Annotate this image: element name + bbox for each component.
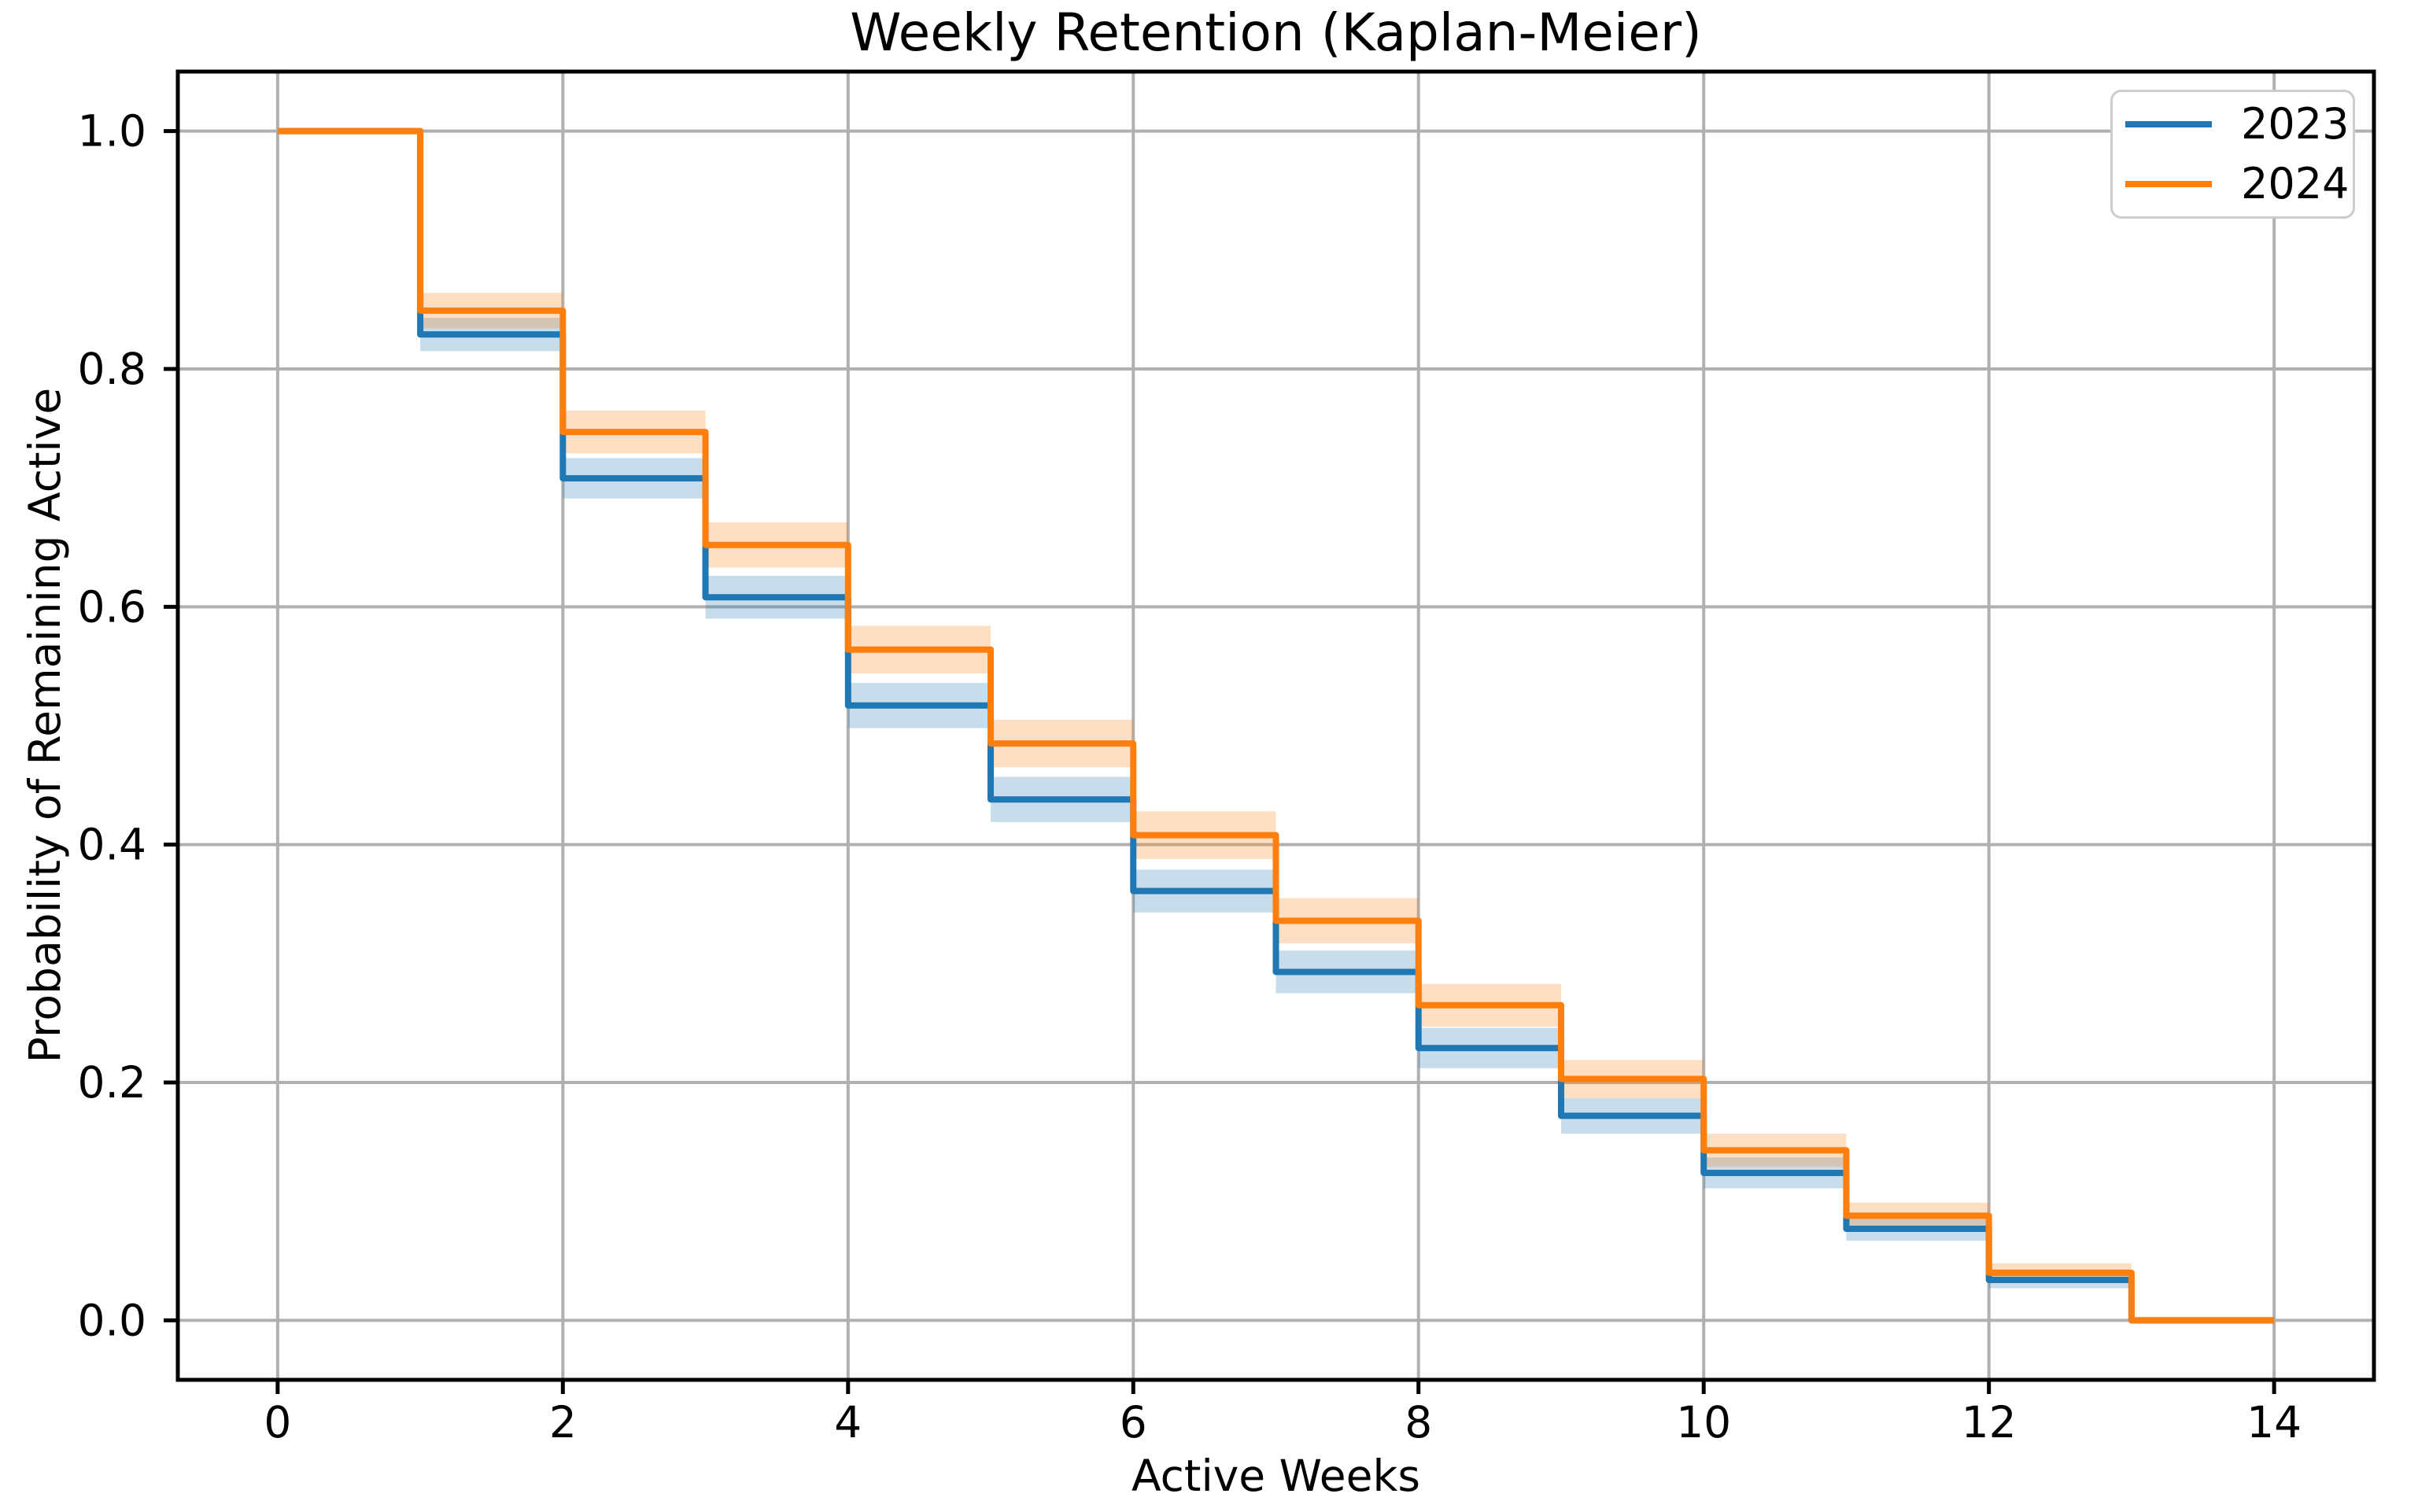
legend-swatch-2024 xyxy=(2125,181,2212,187)
confidence-band-2023 xyxy=(420,317,2132,1289)
x-tick-label: 10 xyxy=(1676,1397,1731,1447)
y-axis-label: Probability of Remaining Active xyxy=(19,387,70,1064)
axes-frame xyxy=(175,69,2376,1382)
y-tick-label: 1.0 xyxy=(78,106,146,157)
legend-label-2023: 2023 xyxy=(2241,99,2350,149)
y-tick-label: 0.0 xyxy=(78,1295,146,1345)
x-tick-label: 6 xyxy=(1120,1397,1147,1447)
x-tick-label: 0 xyxy=(264,1397,291,1447)
confidence-band-2024 xyxy=(420,293,2132,1283)
legend: 2023 2024 xyxy=(2110,90,2355,219)
x-tick-label: 4 xyxy=(834,1397,862,1447)
chart-title: Weekly Retention (Kaplan-Meier) xyxy=(850,2,1702,63)
y-tick-label: 0.6 xyxy=(78,581,146,632)
y-tick-label: 0.4 xyxy=(78,820,146,870)
series-line-2024 xyxy=(277,127,2275,1324)
x-tick-label: 12 xyxy=(1962,1397,2017,1447)
x-axis-label: Active Weeks xyxy=(1131,1451,1420,1501)
x-tick-label: 14 xyxy=(2246,1397,2302,1447)
legend-item-2024: 2024 xyxy=(2125,163,2353,205)
series-line-2023 xyxy=(277,127,2275,1324)
y-tick-label: 0.2 xyxy=(78,1057,146,1108)
legend-label-2024: 2024 xyxy=(2241,159,2350,208)
x-tick-label: 8 xyxy=(1405,1397,1432,1447)
legend-item-2023: 2023 xyxy=(2125,103,2353,146)
x-tick-label: 2 xyxy=(549,1397,577,1447)
legend-swatch-2023 xyxy=(2125,121,2212,127)
y-tick-label: 0.8 xyxy=(78,344,146,394)
